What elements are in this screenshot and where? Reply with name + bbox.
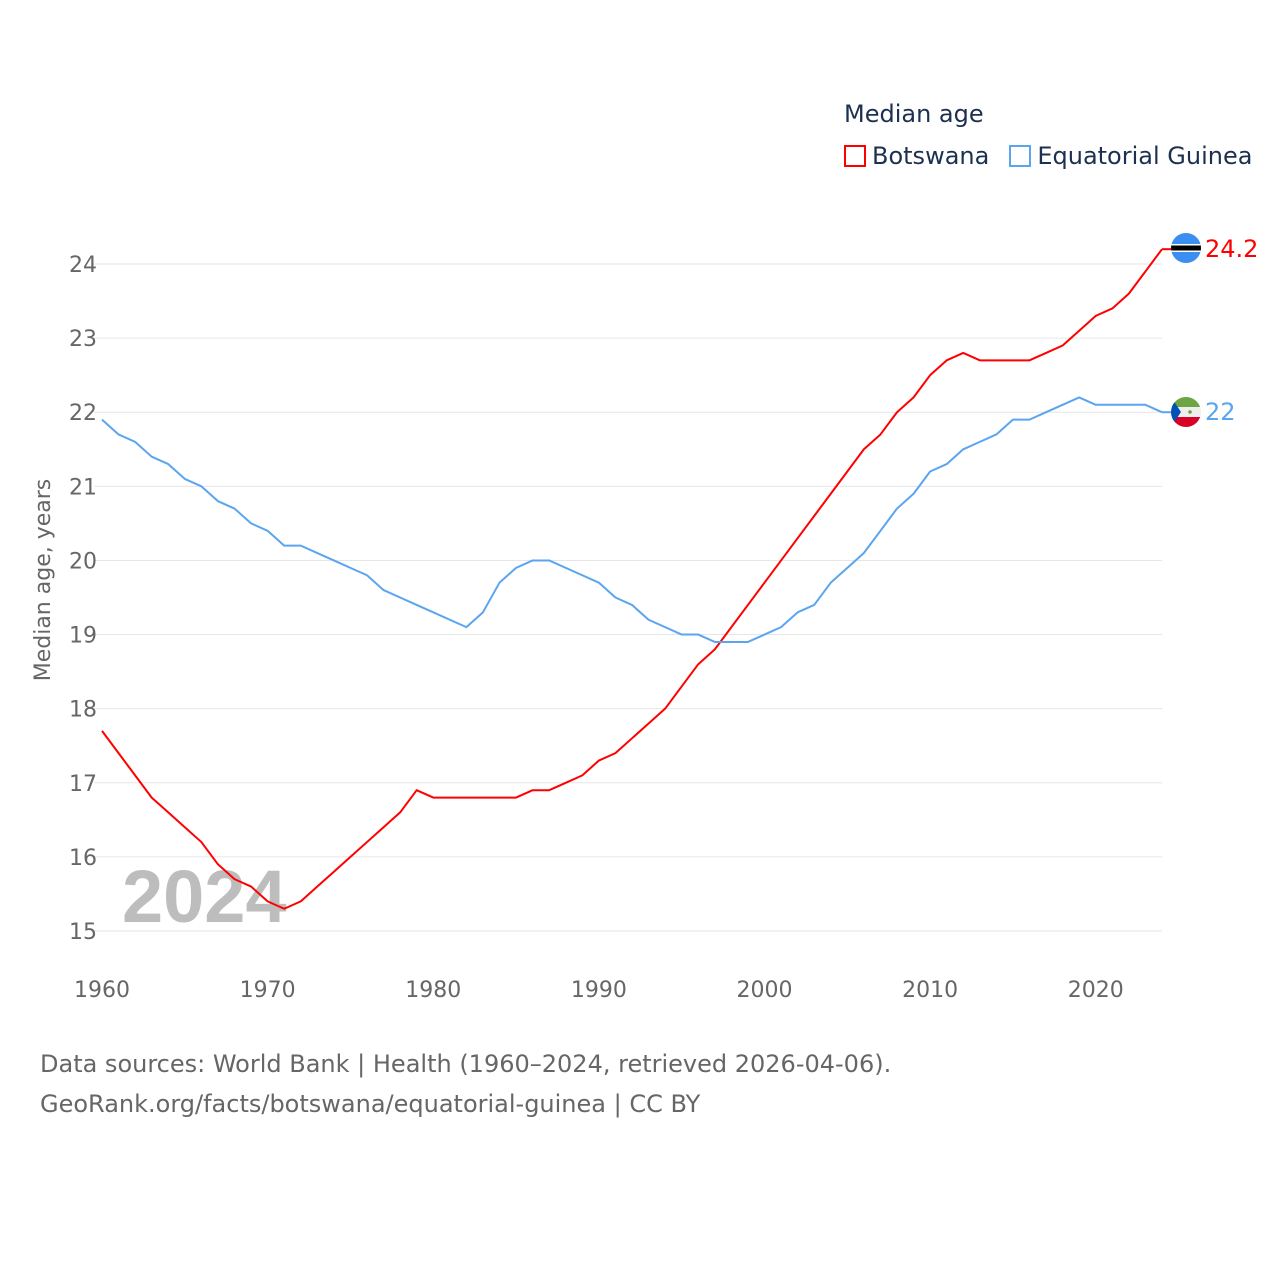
- legend: Botswana Equatorial Guinea: [844, 142, 1252, 170]
- year-watermark: 2024: [122, 855, 287, 938]
- end-value-label: 24.2: [1205, 235, 1258, 263]
- x-tick-label: 1980: [405, 978, 461, 1003]
- y-tick-label: 22: [69, 401, 97, 426]
- botswana-flag-icon: [1171, 233, 1201, 263]
- series-line-equatorial-guinea[interactable]: [101, 396, 1163, 643]
- source-link[interactable]: GeoRank.org/facts/botswana/equatorial-gu…: [40, 1090, 701, 1118]
- x-tick-label: 2010: [902, 978, 958, 1003]
- equatorial-guinea-flag-icon: [1171, 397, 1201, 427]
- legend-label: Botswana: [872, 142, 990, 170]
- end-value-label: 22: [1205, 398, 1236, 426]
- data-source-text: Data sources: World Bank | Health (1960–…: [40, 1050, 892, 1078]
- x-tick-label: 1990: [571, 978, 627, 1003]
- y-tick-label: 23: [69, 327, 97, 352]
- x-tick-label: 2000: [737, 978, 793, 1003]
- legend-label: Equatorial Guinea: [1037, 142, 1253, 170]
- y-tick-label: 17: [69, 772, 97, 797]
- y-tick-label: 19: [69, 624, 97, 649]
- footer: Data sources: World Bank | Health (1960–…: [40, 1044, 891, 1124]
- x-tick-label: 1960: [74, 978, 130, 1003]
- series-line-botswana[interactable]: [101, 248, 1163, 910]
- legend-title: Median age: [844, 100, 984, 128]
- x-tick-label: 1970: [240, 978, 296, 1003]
- y-tick-label: 16: [69, 846, 97, 871]
- legend-item-equatorial-guinea[interactable]: Equatorial Guinea: [1009, 142, 1252, 170]
- y-tick-label: 21: [69, 475, 97, 500]
- y-tick-label: 18: [69, 698, 97, 723]
- y-tick-label: 24: [69, 253, 97, 278]
- y-axis-label: Median age, years: [31, 479, 56, 682]
- legend-swatch-equatorial-guinea: [1009, 145, 1032, 167]
- x-tick-label: 2020: [1068, 978, 1124, 1003]
- legend-item-botswana[interactable]: Botswana: [844, 142, 989, 170]
- y-tick-label: 15: [69, 920, 97, 945]
- legend-swatch-botswana: [844, 145, 866, 167]
- y-tick-label: 20: [69, 549, 97, 574]
